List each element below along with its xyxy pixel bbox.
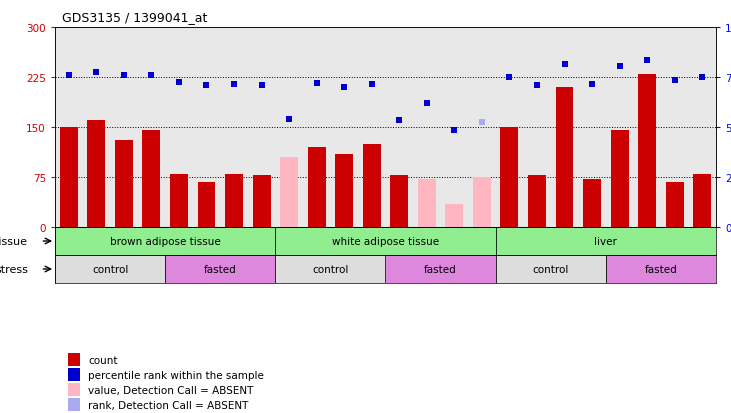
Point — [476, 119, 488, 126]
Bar — [445, 204, 463, 228]
Bar — [390, 176, 408, 228]
Bar — [693, 174, 711, 228]
Bar — [88, 121, 105, 228]
Bar — [170, 174, 188, 228]
Point — [558, 62, 570, 69]
Point — [173, 79, 185, 86]
Text: tissue: tissue — [0, 236, 28, 247]
Point — [200, 83, 212, 89]
Text: fasted: fasted — [424, 264, 457, 274]
Bar — [68, 398, 80, 411]
Text: control: control — [533, 264, 569, 274]
Text: white adipose tissue: white adipose tissue — [332, 236, 439, 247]
Text: rank, Detection Call = ABSENT: rank, Detection Call = ABSENT — [88, 400, 249, 410]
Bar — [68, 353, 80, 366]
Bar — [143, 131, 160, 228]
Bar — [165, 255, 276, 283]
Bar — [363, 144, 381, 228]
Bar — [583, 180, 601, 228]
Bar — [638, 74, 656, 228]
Text: percentile rank within the sample: percentile rank within the sample — [88, 370, 264, 380]
Bar — [115, 141, 133, 228]
Point — [393, 118, 405, 124]
Point — [118, 73, 129, 79]
Point — [338, 85, 350, 91]
Bar — [225, 174, 243, 228]
Bar — [60, 128, 77, 228]
Bar — [501, 128, 518, 228]
Bar — [606, 255, 716, 283]
Bar — [418, 180, 436, 228]
Text: liver: liver — [594, 236, 617, 247]
Text: GDS3135 / 1399041_at: GDS3135 / 1399041_at — [62, 11, 208, 24]
Point — [531, 83, 543, 89]
Bar — [68, 368, 80, 381]
Bar — [68, 383, 80, 396]
Point — [366, 81, 378, 88]
Bar — [276, 228, 496, 255]
Bar — [55, 228, 276, 255]
Text: count: count — [88, 355, 118, 365]
Bar — [556, 88, 574, 228]
Point — [697, 74, 708, 81]
Bar — [276, 255, 385, 283]
Bar — [197, 182, 216, 228]
Point — [586, 81, 598, 88]
Bar — [253, 176, 270, 228]
Bar — [496, 228, 716, 255]
Text: stress: stress — [0, 264, 28, 274]
Point — [669, 78, 681, 84]
Point — [145, 73, 157, 79]
Bar — [308, 147, 325, 228]
Bar — [666, 182, 683, 228]
Point — [283, 116, 295, 123]
Text: value, Detection Call = ABSENT: value, Detection Call = ABSENT — [88, 385, 254, 395]
Text: control: control — [312, 264, 349, 274]
Bar — [385, 255, 496, 283]
Bar — [528, 176, 546, 228]
Point — [91, 70, 102, 76]
Text: fasted: fasted — [645, 264, 678, 274]
Point — [421, 100, 433, 107]
Bar — [55, 255, 165, 283]
Text: control: control — [92, 264, 128, 274]
Bar — [610, 131, 629, 228]
Point — [311, 81, 322, 87]
Text: fasted: fasted — [204, 264, 237, 274]
Point — [641, 58, 653, 64]
Bar — [473, 178, 491, 228]
Point — [63, 73, 75, 79]
Bar — [496, 255, 606, 283]
Point — [614, 63, 626, 70]
Text: brown adipose tissue: brown adipose tissue — [110, 236, 221, 247]
Bar — [336, 154, 353, 228]
Point — [228, 81, 240, 88]
Point — [256, 83, 268, 89]
Point — [504, 74, 515, 81]
Bar — [280, 158, 298, 228]
Point — [449, 128, 461, 134]
